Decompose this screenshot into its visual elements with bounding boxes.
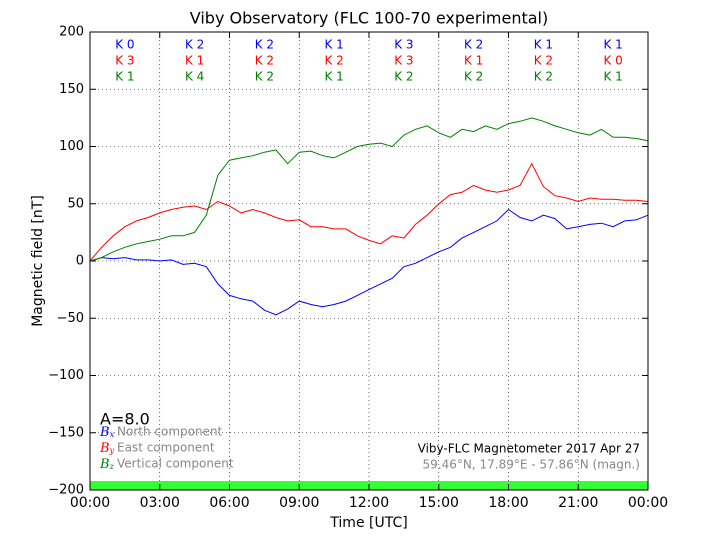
legend-label: East component <box>117 441 215 455</box>
x-tick-label: 03:00 <box>140 495 180 511</box>
series-line <box>89 208 649 316</box>
k-index-label: K 0 <box>115 38 134 52</box>
instrument-label: Viby-FLC Magnetometer 2017 Apr 27 <box>418 442 640 456</box>
legend-symbol-letter: B <box>99 457 110 472</box>
y-tick-label: 100 <box>59 139 84 154</box>
legend-symbol-subscript: y <box>109 446 115 455</box>
plot-frame <box>89 31 649 491</box>
k-index-label: K 2 <box>255 70 274 84</box>
x-tick-label: 12:00 <box>349 495 389 511</box>
legend-symbol: Bz <box>99 457 115 472</box>
y-tick-label: −200 <box>48 483 84 498</box>
y-tick-label: 0 <box>76 254 84 269</box>
k-index-label: K 1 <box>603 70 622 84</box>
k-index-label: K 2 <box>324 54 343 68</box>
legend-symbol-letter: B <box>99 425 110 440</box>
k-index-label: K 2 <box>185 38 204 52</box>
y-tick-label: 150 <box>59 82 84 97</box>
k-index-label: K 2 <box>534 70 553 84</box>
k-index-label: K 3 <box>394 54 413 68</box>
k-index-label: K 2 <box>534 54 553 68</box>
activity-label: A=8.0 <box>100 410 150 429</box>
k-index-label: K 3 <box>115 54 134 68</box>
k-index-label: K 1 <box>185 54 204 68</box>
k-index-label: K 3 <box>394 38 413 52</box>
x-tick-label: 18:00 <box>488 495 528 511</box>
y-tick-label: 200 <box>59 25 84 40</box>
series-line <box>89 162 649 262</box>
k-index-label: K 1 <box>464 54 483 68</box>
y-tick-label: −100 <box>48 368 84 383</box>
x-tick-label: 00:00 <box>70 495 110 511</box>
y-tick-label: −50 <box>57 311 84 326</box>
x-tick-label: 06:00 <box>209 495 249 511</box>
y-tick-label: 50 <box>67 196 84 211</box>
legend-symbol: Bx <box>99 425 115 440</box>
x-tick-label: 00:00 <box>628 495 668 511</box>
k-index-label: K 0 <box>603 54 622 68</box>
k-index-label: K 4 <box>185 70 204 84</box>
k-index-label: K 1 <box>603 38 622 52</box>
x-tick-label: 09:00 <box>279 495 319 511</box>
y-tick-label: −150 <box>48 425 84 440</box>
legend-label: Vertical component <box>117 457 234 471</box>
location-label: 59.46°N, 17.89°E - 57.86°N (magn.) <box>423 458 640 472</box>
chart-title: Viby Observatory (FLC 100-70 experimenta… <box>190 9 549 28</box>
x-tick-label: 21:00 <box>558 495 598 511</box>
k-index-label: K 2 <box>464 38 483 52</box>
k-index-label: K 1 <box>324 38 343 52</box>
x-axis-label: Time [UTC] <box>329 515 407 531</box>
k-index-label: K 1 <box>115 70 134 84</box>
x-tick-label: 15:00 <box>419 495 459 511</box>
k-index-label: K 2 <box>255 38 274 52</box>
series-line <box>89 117 649 262</box>
k-index-label: K 2 <box>255 54 274 68</box>
legend-symbol-letter: B <box>99 441 110 456</box>
k-index-label: K 1 <box>534 38 553 52</box>
legend-symbol-subscript: x <box>110 430 115 439</box>
k-index-label: K 2 <box>394 70 413 84</box>
legend-label: North component <box>117 425 223 439</box>
k-index-label: K 2 <box>464 70 483 84</box>
legend-symbol: By <box>99 441 115 456</box>
k-index-label: K 1 <box>324 70 343 84</box>
y-axis-label: Magnetic field [nT] <box>30 195 46 327</box>
legend-symbol-subscript: z <box>109 462 115 471</box>
